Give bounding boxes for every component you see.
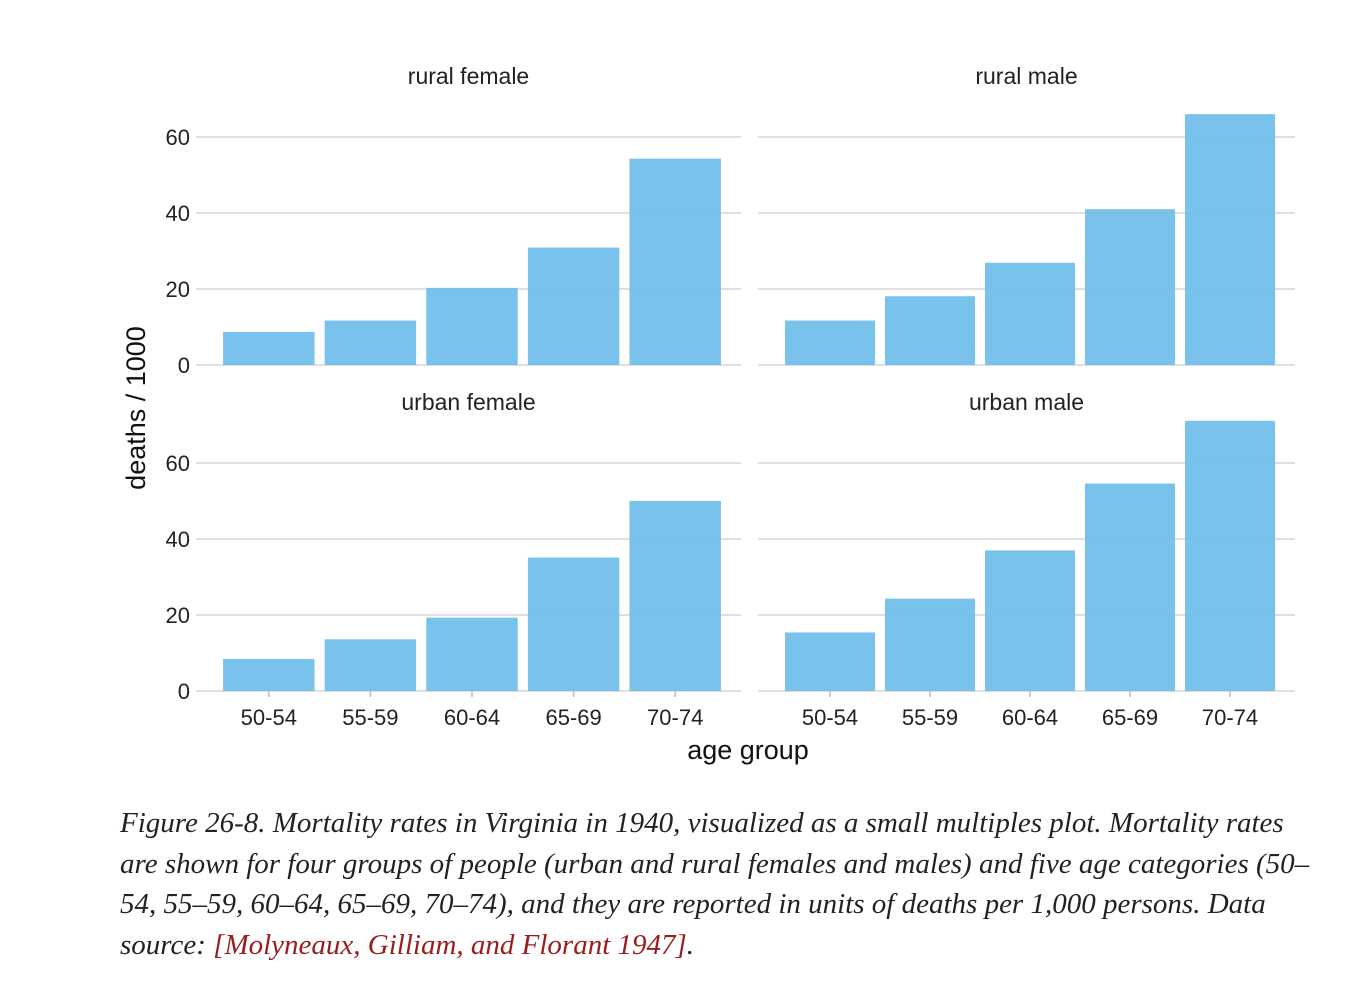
bar-55-59 xyxy=(885,296,975,365)
bar-50-54 xyxy=(785,632,875,691)
bar-55-59 xyxy=(885,598,975,691)
bar-65-69 xyxy=(1085,209,1175,365)
x-tick-label: 60-64 xyxy=(444,705,500,730)
bar-50-54 xyxy=(223,659,315,691)
x-tick-label: 55-59 xyxy=(902,705,958,730)
y-tick-label: 60 xyxy=(166,125,190,150)
x-axis-label: age group xyxy=(687,735,809,765)
x-tick-label: 50-54 xyxy=(241,705,297,730)
x-tick-label: 65-69 xyxy=(1102,705,1158,730)
x-tick-label: 70-74 xyxy=(647,705,703,730)
y-tick-label: 20 xyxy=(166,603,190,628)
bar-65-69 xyxy=(527,557,620,691)
y-tick-label: 40 xyxy=(166,201,190,226)
y-tick-label: 0 xyxy=(178,353,190,378)
bar-60-64 xyxy=(426,287,518,365)
x-tick-label: 50-54 xyxy=(802,705,858,730)
y-tick-label: 0 xyxy=(178,679,190,704)
y-tick-label: 40 xyxy=(166,527,190,552)
facet-panel: 0 20 40 60 urban female 50-54 55-59 60-64 65-69 7… xyxy=(166,389,741,730)
bar-60-64 xyxy=(985,262,1075,365)
facet-panel: 0 20 40 60 rural female xyxy=(166,63,741,378)
bar-50-54 xyxy=(785,320,875,365)
bar-55-59 xyxy=(324,320,417,365)
x-tick-label: 65-69 xyxy=(545,705,601,730)
bar-70-74 xyxy=(629,501,721,691)
y-tick-label: 60 xyxy=(166,451,190,476)
figure-caption: Figure 26-8. Mortality rates in Virginia… xyxy=(120,803,1320,965)
bar-60-64 xyxy=(426,617,518,691)
bar-70-74 xyxy=(629,158,721,365)
caption-end: . xyxy=(686,928,695,961)
bar-60-64 xyxy=(985,550,1075,691)
x-tick-label: 55-59 xyxy=(342,705,398,730)
bar-65-69 xyxy=(527,247,620,365)
y-tick-label: 20 xyxy=(166,277,190,302)
x-tick-label: 60-64 xyxy=(1002,705,1058,730)
facet-title: urban female xyxy=(401,389,535,415)
small-multiples-chart: 0 20 40 60 rural female rural male 0 20 40 60 urba… xyxy=(121,63,1295,765)
bar-55-59 xyxy=(324,639,417,691)
facet-panel: rural male xyxy=(758,63,1295,366)
bar-65-69 xyxy=(1085,483,1175,691)
caption-citation-link[interactable]: [Molyneaux, Gilliam, and Florant 1947] xyxy=(213,928,687,961)
bar-70-74 xyxy=(1185,114,1275,365)
bar-50-54 xyxy=(223,331,315,365)
caption-text: Figure 26-8. Mortality rates in Virginia… xyxy=(120,807,1310,961)
facet-title: rural male xyxy=(975,63,1077,89)
facet-title: urban male xyxy=(969,389,1084,415)
y-axis-label: deaths / 1000 xyxy=(121,326,151,490)
facet-title: rural female xyxy=(408,63,529,89)
x-tick-label: 70-74 xyxy=(1202,705,1258,730)
bar-70-74 xyxy=(1185,420,1275,691)
facet-panel: urban male 50-54 55-59 60-64 65-69 70-74 xyxy=(758,389,1295,730)
